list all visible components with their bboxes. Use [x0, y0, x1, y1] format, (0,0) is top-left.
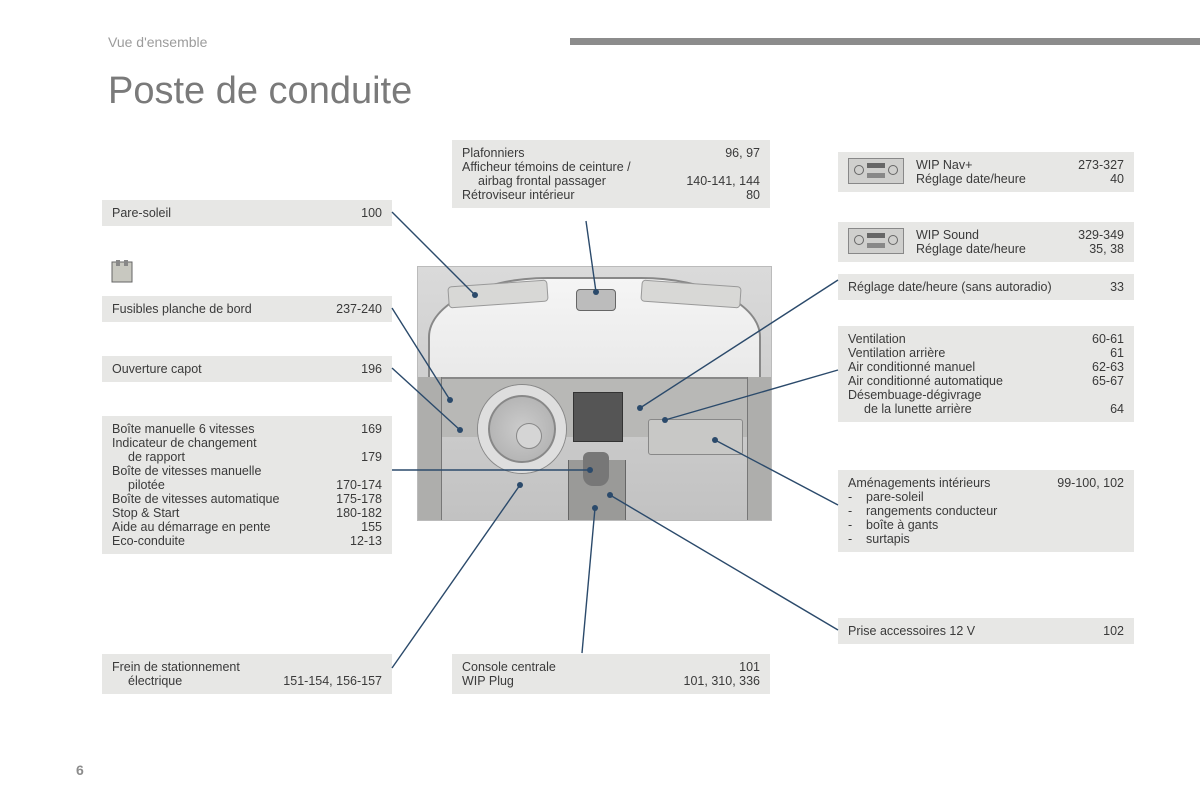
- label: Frein de stationnement: [112, 660, 368, 674]
- dashboard-illustration: [417, 266, 772, 521]
- label: Prise accessoires 12 V: [848, 624, 1089, 638]
- fuse-icon: [108, 258, 136, 286]
- box-console: Console centrale101WIP Plug101, 310, 336: [452, 654, 770, 694]
- page-title: Poste de conduite: [108, 70, 412, 113]
- radio-icon: [848, 228, 904, 254]
- center-stack: [573, 392, 623, 442]
- page-ref: 196: [361, 362, 382, 376]
- page-ref: 33: [1110, 280, 1124, 294]
- box-pare-soleil: Pare-soleil 100: [102, 200, 392, 226]
- label: Réglage date/heure (sans autoradio): [848, 280, 1096, 294]
- box-transmission: Boîte manuelle 6 vitesses169Indicateur d…: [102, 416, 392, 554]
- box-fusibles: Fusibles planche de bord 237-240: [102, 296, 392, 322]
- glovebox: [648, 419, 743, 455]
- page-ref: 100: [361, 206, 382, 220]
- label-cont: électrique: [112, 674, 269, 688]
- page-number: 6: [76, 762, 84, 778]
- box-ventilation: Ventilation60-61Ventilation arrière61Air…: [838, 326, 1134, 422]
- box-prise12v: Prise accessoires 12 V 102: [838, 618, 1134, 644]
- page-ref: 151-154, 156-157: [283, 674, 382, 688]
- label: Ouverture capot: [112, 362, 347, 376]
- box-capot: Ouverture capot 196: [102, 356, 392, 382]
- breadcrumb: Vue d'ensemble: [108, 34, 207, 50]
- page-ref: 102: [1103, 624, 1124, 638]
- page-ref: 237-240: [336, 302, 382, 316]
- header-bar: [570, 38, 1200, 45]
- box-frein: Frein de stationnement électrique 151-154…: [102, 654, 392, 694]
- box-plafonniers: Plafonniers96, 97Afficheur témoins de ce…: [452, 140, 770, 208]
- radio-icon: [848, 158, 904, 184]
- steering-wheel: [478, 385, 566, 473]
- box-amenagements: Aménagements intérieurs99-100, 102-pare-…: [838, 470, 1134, 552]
- box-reglage-sans: Réglage date/heure (sans autoradio) 33: [838, 274, 1134, 300]
- gear-shifter: [583, 452, 609, 486]
- label: Pare-soleil: [112, 206, 347, 220]
- rear-mirror: [576, 289, 616, 311]
- label: Fusibles planche de bord: [112, 302, 322, 316]
